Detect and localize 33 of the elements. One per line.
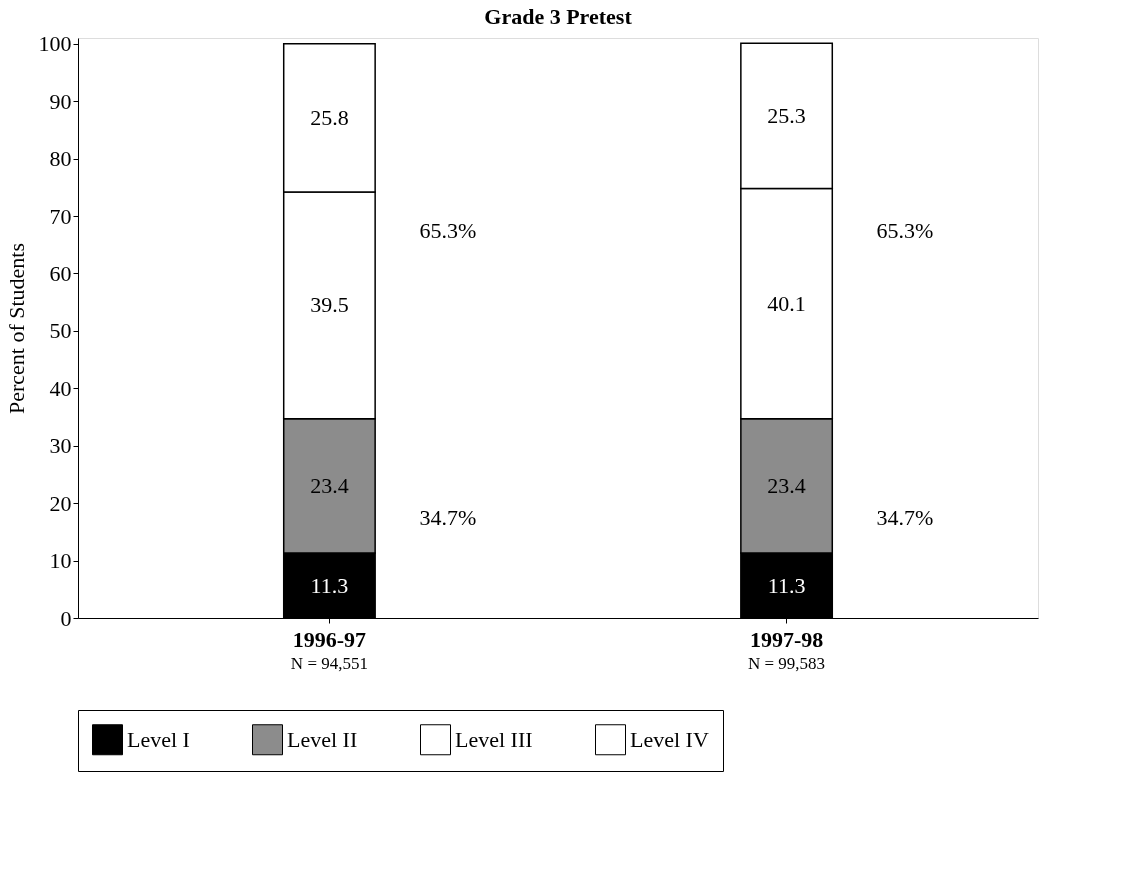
- x-tick-label: 1996-97: [292, 626, 367, 652]
- annotation: 34.7%: [876, 505, 934, 531]
- annotation: 65.3%: [419, 218, 477, 244]
- y-axis-title: Percent of Students: [3, 242, 29, 415]
- y-tick-label: 10: [49, 548, 72, 574]
- data-label: 25.8: [310, 104, 349, 130]
- annotation: 65.3%: [876, 217, 934, 243]
- legend-label: Level II: [287, 726, 358, 752]
- x-tick-label: 1997-98: [749, 626, 824, 652]
- data-label: 23.4: [767, 472, 806, 498]
- y-tick-label: 80: [49, 146, 72, 172]
- data-label: 11.3: [310, 572, 349, 598]
- data-label: 25.3: [767, 102, 806, 128]
- data-label: 23.4: [310, 472, 349, 498]
- data-label: 11.3: [767, 572, 806, 598]
- data-label: 39.5: [310, 292, 349, 318]
- y-tick-label: 40: [49, 375, 72, 401]
- text: N = 94,551: [290, 654, 368, 673]
- y-tick-label: 30: [49, 433, 72, 459]
- y-tick-label: 0: [60, 605, 72, 631]
- y-tick-label: 70: [49, 203, 72, 229]
- legend-label: Level I: [127, 726, 190, 752]
- legend-label: Level III: [455, 726, 533, 752]
- text: N = 99,583: [748, 654, 826, 673]
- legend-label: Level IV: [630, 726, 709, 752]
- y-tick-label: 50: [49, 318, 72, 344]
- data-label: 40.1: [767, 290, 806, 316]
- y-tick-label: 60: [49, 260, 72, 286]
- y-tick-label: 100: [38, 31, 72, 57]
- chart-title: Grade 3 Pretest: [484, 3, 633, 29]
- y-tick-label: 20: [49, 490, 72, 516]
- annotation: 34.7%: [419, 505, 477, 531]
- y-tick-label: 90: [49, 88, 72, 114]
